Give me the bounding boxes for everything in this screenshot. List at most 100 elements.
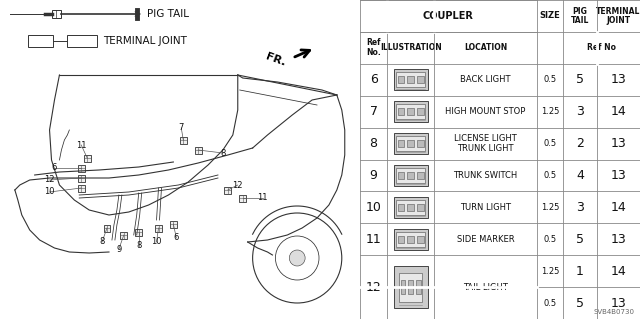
Text: 1: 1: [576, 265, 584, 278]
Text: 13: 13: [611, 137, 626, 150]
Bar: [408, 172, 414, 179]
Bar: [78, 184, 84, 191]
Bar: [396, 136, 425, 151]
Bar: [78, 165, 84, 172]
Bar: [28, 35, 54, 47]
Bar: [104, 225, 111, 232]
Text: LOCATION: LOCATION: [464, 43, 507, 52]
Bar: [239, 195, 246, 202]
Bar: [155, 225, 162, 232]
Bar: [135, 228, 142, 235]
Bar: [51, 10, 61, 18]
Text: 4: 4: [576, 169, 584, 182]
Text: 6: 6: [173, 234, 179, 242]
Bar: [399, 272, 422, 302]
Text: 1.25: 1.25: [541, 107, 559, 116]
Bar: [408, 204, 414, 211]
Bar: [398, 236, 404, 243]
Bar: [225, 187, 231, 194]
Text: 8: 8: [370, 137, 378, 150]
Text: 0.5: 0.5: [543, 299, 556, 308]
Text: SIZE: SIZE: [540, 11, 560, 20]
Bar: [417, 76, 424, 83]
Bar: [396, 168, 425, 183]
Bar: [78, 174, 84, 182]
Bar: [408, 108, 414, 115]
Bar: [170, 220, 177, 227]
Text: TAIL LIGHT: TAIL LIGHT: [463, 283, 508, 292]
Text: 13: 13: [611, 297, 626, 309]
Bar: [67, 35, 97, 47]
Bar: [398, 108, 404, 115]
Text: SIDE MARKER: SIDE MARKER: [457, 235, 515, 244]
Bar: [394, 266, 428, 308]
Bar: [398, 140, 404, 147]
Text: LICENSE LIGHT
TRUNK LIGHT: LICENSE LIGHT TRUNK LIGHT: [454, 134, 517, 153]
Text: 1.25: 1.25: [541, 203, 559, 212]
Bar: [396, 200, 425, 215]
Text: SVB4B0730: SVB4B0730: [593, 309, 634, 315]
Text: TRUNK SWITCH: TRUNK SWITCH: [453, 171, 518, 180]
Text: 11: 11: [257, 194, 268, 203]
Bar: [396, 72, 425, 87]
Text: 13: 13: [611, 233, 626, 246]
Bar: [120, 232, 127, 239]
Text: 7: 7: [179, 123, 184, 132]
Bar: [195, 146, 202, 153]
Bar: [396, 104, 425, 119]
Bar: [180, 137, 187, 144]
Text: PIG
TAIL: PIG TAIL: [571, 7, 589, 25]
Bar: [417, 204, 424, 211]
Text: BACK LIGHT: BACK LIGHT: [460, 75, 511, 84]
Text: FR.: FR.: [264, 52, 287, 68]
Text: ILLUSTRATION: ILLUSTRATION: [380, 43, 442, 52]
Text: 0.5: 0.5: [543, 75, 556, 84]
Bar: [396, 232, 425, 247]
Circle shape: [289, 250, 305, 266]
Text: 5: 5: [576, 297, 584, 309]
Text: 0.5: 0.5: [543, 171, 556, 180]
Text: PIG TAIL: PIG TAIL: [147, 9, 189, 19]
Text: 8: 8: [99, 238, 105, 247]
Text: 12: 12: [365, 281, 381, 293]
Text: TERMINAL JOINT: TERMINAL JOINT: [103, 36, 187, 46]
Bar: [394, 101, 428, 122]
Text: 10: 10: [151, 238, 162, 247]
Text: Ref No: Ref No: [587, 43, 616, 52]
Text: 1.25: 1.25: [541, 267, 559, 276]
Text: 0.5: 0.5: [543, 235, 556, 244]
Bar: [408, 76, 414, 83]
Text: 13: 13: [611, 169, 626, 182]
Bar: [416, 280, 420, 294]
Text: 11: 11: [76, 140, 86, 150]
Bar: [398, 76, 404, 83]
Text: 10: 10: [365, 201, 381, 214]
Bar: [408, 280, 413, 294]
Bar: [401, 280, 405, 294]
Bar: [84, 154, 91, 161]
Bar: [398, 204, 404, 211]
Text: 6: 6: [370, 73, 378, 86]
Text: 8: 8: [220, 149, 225, 158]
Text: 3: 3: [576, 201, 584, 214]
Bar: [394, 133, 428, 154]
Bar: [394, 197, 428, 218]
Text: 14: 14: [611, 265, 626, 278]
Bar: [408, 236, 414, 243]
Text: 12: 12: [44, 175, 55, 184]
Bar: [417, 108, 424, 115]
Text: 11: 11: [365, 233, 381, 246]
Circle shape: [253, 213, 342, 303]
Bar: [417, 140, 424, 147]
Bar: [398, 172, 404, 179]
Text: 7: 7: [370, 105, 378, 118]
Text: TERMINAL
JOINT: TERMINAL JOINT: [596, 7, 640, 25]
Text: 9: 9: [370, 169, 378, 182]
Text: 10: 10: [44, 188, 55, 197]
Text: 0.5: 0.5: [543, 139, 556, 148]
Text: 2: 2: [576, 137, 584, 150]
Bar: [394, 69, 428, 90]
Text: 14: 14: [611, 201, 626, 214]
Bar: [408, 140, 414, 147]
Bar: [417, 236, 424, 243]
